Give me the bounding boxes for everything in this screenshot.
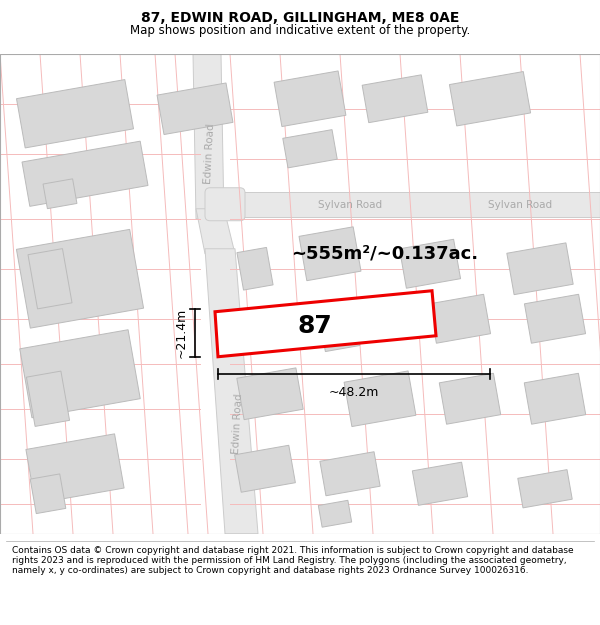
Polygon shape xyxy=(439,373,501,424)
Polygon shape xyxy=(157,83,233,134)
Polygon shape xyxy=(16,79,134,148)
Polygon shape xyxy=(196,209,235,254)
Text: 87: 87 xyxy=(298,314,332,338)
Text: ~21.4m: ~21.4m xyxy=(175,308,188,358)
Polygon shape xyxy=(320,316,360,351)
Polygon shape xyxy=(344,371,416,426)
Polygon shape xyxy=(362,75,428,122)
Polygon shape xyxy=(319,500,352,528)
Text: Sylvan Road: Sylvan Road xyxy=(488,200,552,210)
Polygon shape xyxy=(524,294,586,343)
Text: Edwin Road: Edwin Road xyxy=(203,123,217,184)
Polygon shape xyxy=(320,452,380,496)
Polygon shape xyxy=(400,239,461,288)
Polygon shape xyxy=(26,434,124,504)
Polygon shape xyxy=(193,54,224,219)
Polygon shape xyxy=(299,227,361,281)
Polygon shape xyxy=(20,330,140,418)
Polygon shape xyxy=(22,141,148,206)
Polygon shape xyxy=(30,474,66,514)
Text: ~555m²/~0.137ac.: ~555m²/~0.137ac. xyxy=(292,245,479,262)
Polygon shape xyxy=(26,371,70,426)
Polygon shape xyxy=(283,129,337,168)
Text: Contains OS data © Crown copyright and database right 2021. This information is : Contains OS data © Crown copyright and d… xyxy=(12,546,574,576)
Polygon shape xyxy=(274,71,346,126)
Polygon shape xyxy=(430,294,491,343)
Polygon shape xyxy=(220,192,600,217)
Polygon shape xyxy=(215,291,436,357)
Polygon shape xyxy=(28,249,72,309)
Polygon shape xyxy=(507,243,573,294)
Text: Sylvan Road: Sylvan Road xyxy=(318,200,382,210)
Polygon shape xyxy=(518,469,572,508)
Polygon shape xyxy=(43,179,77,209)
Polygon shape xyxy=(205,249,258,534)
Polygon shape xyxy=(449,71,530,126)
Text: ~48.2m: ~48.2m xyxy=(329,386,379,399)
Polygon shape xyxy=(237,368,303,419)
Polygon shape xyxy=(412,462,467,506)
Polygon shape xyxy=(524,373,586,424)
Polygon shape xyxy=(237,248,273,290)
Text: 87, EDWIN ROAD, GILLINGHAM, ME8 0AE: 87, EDWIN ROAD, GILLINGHAM, ME8 0AE xyxy=(141,11,459,25)
Text: Map shows position and indicative extent of the property.: Map shows position and indicative extent… xyxy=(130,24,470,36)
Polygon shape xyxy=(235,445,295,493)
FancyBboxPatch shape xyxy=(205,188,245,221)
Polygon shape xyxy=(16,229,143,328)
Text: Edwin Road: Edwin Road xyxy=(232,393,245,454)
